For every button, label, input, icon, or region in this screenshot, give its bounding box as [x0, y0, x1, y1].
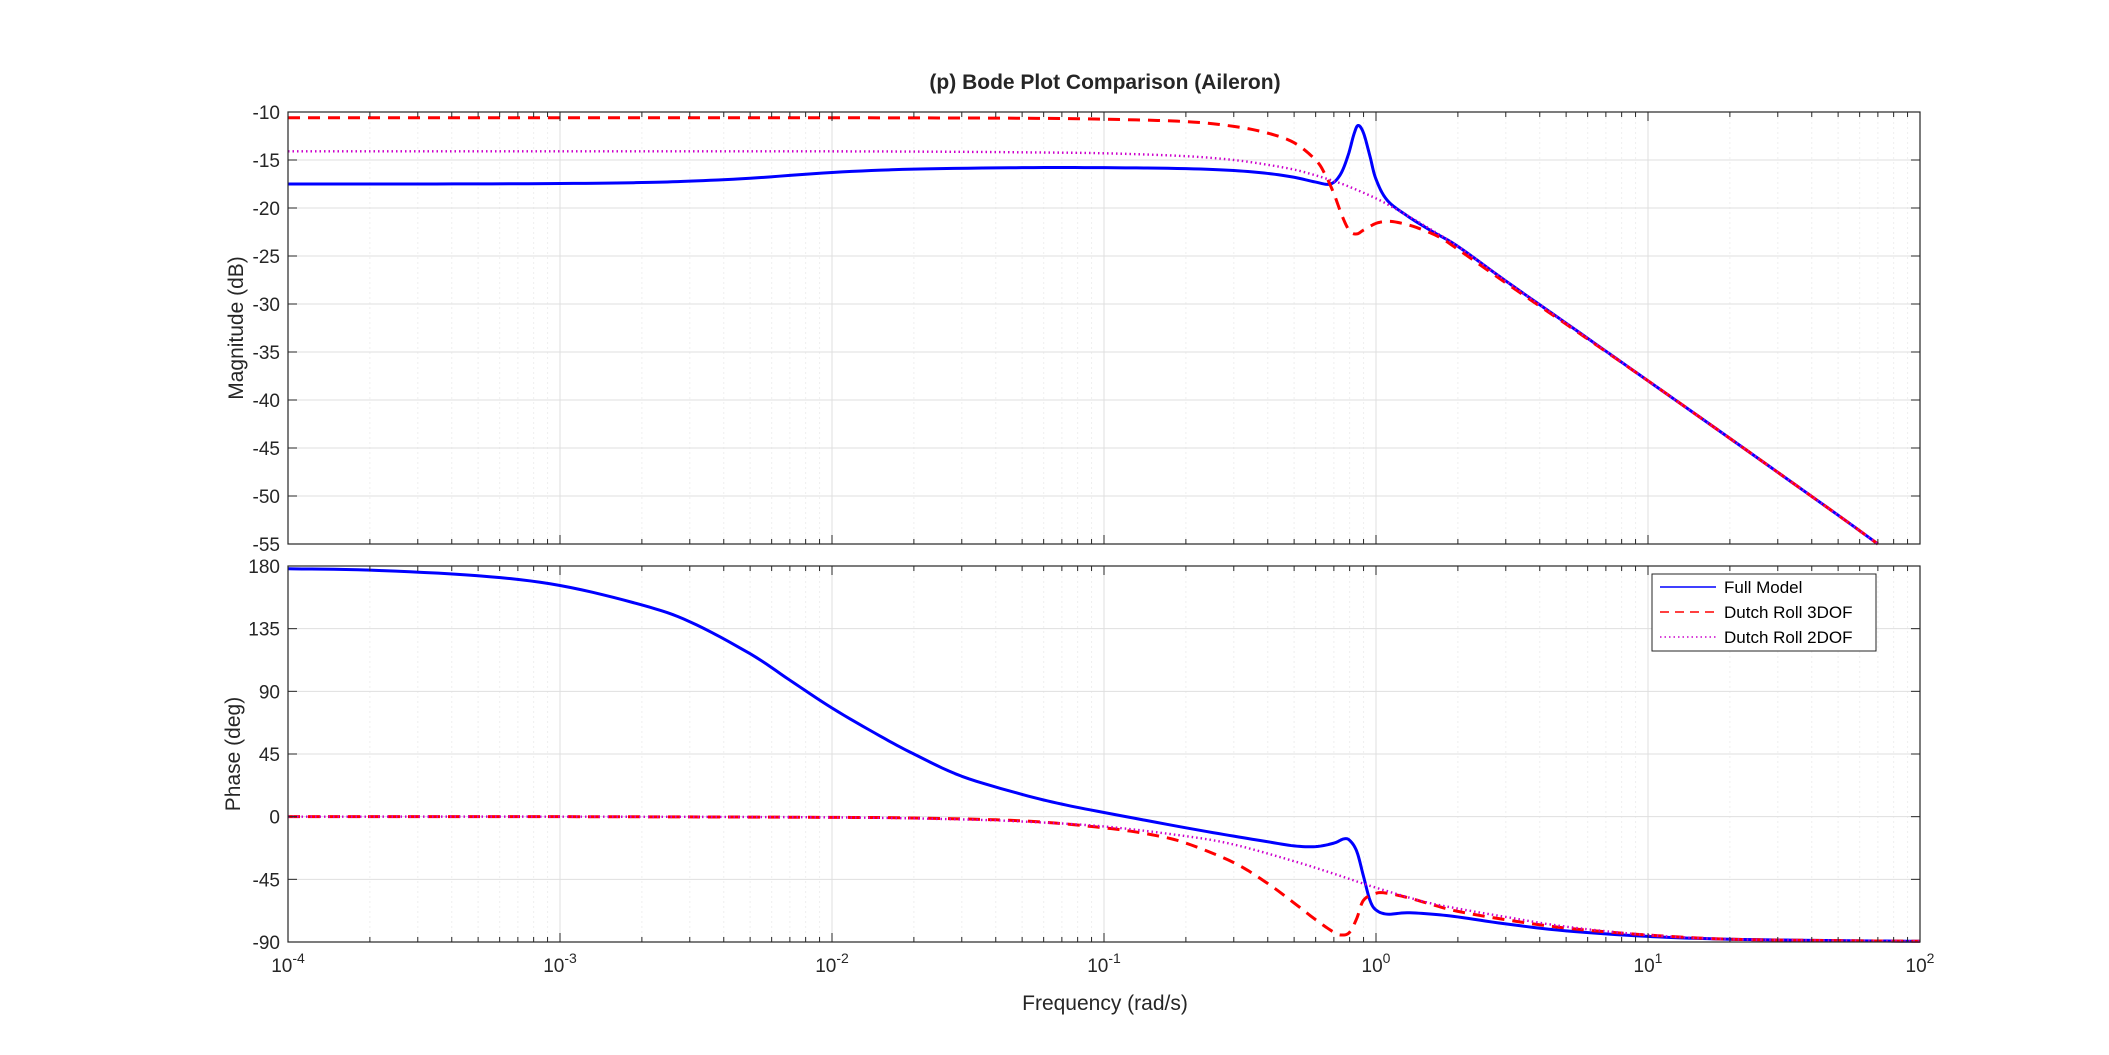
legend-label-dutch-roll-3dof: Dutch Roll 3DOF — [1724, 603, 1852, 622]
phase-line-full-model — [287, 567, 1921, 943]
y-tick-label: -40 — [253, 391, 280, 412]
legend-label-full-model: Full Model — [1724, 578, 1802, 597]
legend-label-dutch-roll-2dof: Dutch Roll 2DOF — [1724, 628, 1852, 647]
x-tick-label: 101 — [1634, 950, 1663, 977]
x-tick-label: 10-2 — [815, 950, 849, 977]
y-tick-label: -20 — [253, 199, 280, 220]
chart-title: (p) Bode Plot Comparison (Aileron) — [929, 71, 1280, 94]
x-tick-label: 10-4 — [271, 950, 305, 977]
magnitude-line-full-model — [288, 123, 1879, 546]
y-tick-label: 45 — [259, 745, 280, 766]
magnitude-ylabel: Magnitude (dB) — [225, 256, 248, 400]
x-tick-label: 10-1 — [1087, 950, 1121, 977]
y-tick-label: 135 — [248, 620, 280, 641]
frequency-xlabel: Frequency (rad/s) — [1022, 992, 1188, 1015]
y-tick-label: -90 — [253, 933, 280, 954]
magnitude-ticks: -10 -15 -20 -25 -30 -35 -40 -45 -50 -55 — [253, 103, 1920, 556]
x-tick-label: 10-3 — [543, 950, 577, 977]
magnitude-line-dutch-roll-2dof — [288, 150, 1879, 545]
x-tick-label: 100 — [1362, 950, 1391, 977]
y-tick-label: -10 — [253, 103, 280, 124]
y-tick-label: -45 — [253, 439, 280, 460]
y-tick-label: -35 — [253, 343, 280, 364]
y-tick-label: -15 — [253, 151, 280, 172]
phase-line-dutch-roll-3dof — [287, 815, 1921, 943]
y-tick-label: -55 — [253, 535, 280, 556]
y-tick-label: -45 — [253, 870, 280, 891]
phase-ylabel: Phase (deg) — [222, 697, 245, 811]
x-tick-label: 102 — [1906, 950, 1935, 977]
y-tick-label: 90 — [259, 682, 280, 703]
y-tick-label: -25 — [253, 247, 280, 268]
y-tick-label: -50 — [253, 487, 280, 508]
magnitude-axes: -10 -15 -20 -25 -30 -35 -40 -45 -50 -55 Magnitude… — [225, 103, 1921, 556]
y-tick-label: 180 — [248, 557, 280, 578]
y-tick-label: 0 — [269, 808, 280, 829]
y-tick-label: -30 — [253, 295, 280, 316]
magnitude-series — [288, 116, 1879, 546]
legend: Full Model Dutch Roll 3DOF Dutch Roll 2D… — [1651, 573, 1877, 652]
